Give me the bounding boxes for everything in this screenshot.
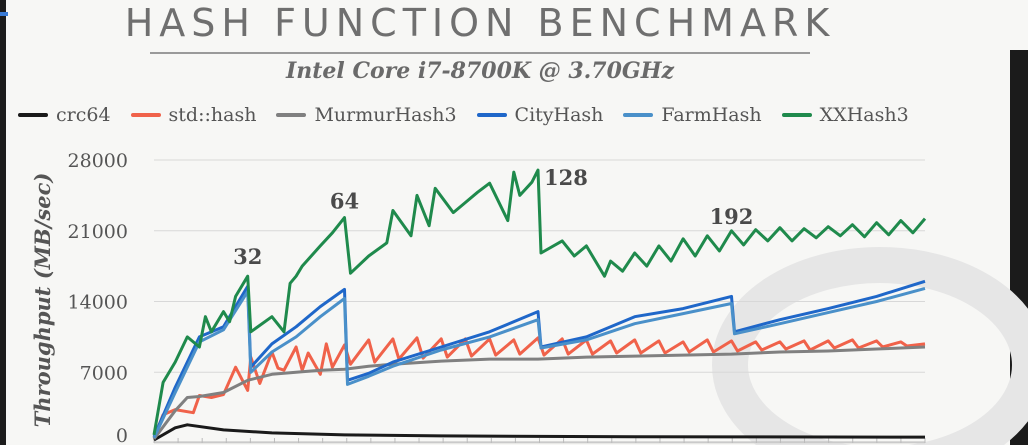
legend-label: MurmurHash3 <box>314 104 457 126</box>
legend-item-xxhash3: XXHash3 <box>781 104 909 126</box>
legend-swatch <box>18 113 48 117</box>
series-lines <box>152 168 927 442</box>
watermark-logo <box>712 247 1028 445</box>
legend-item-std-hash: std::hash <box>130 104 257 126</box>
series-line-std-hash <box>152 336 926 439</box>
series-line-farm <box>152 286 926 439</box>
y-tick-label: 28000 <box>68 150 128 172</box>
legend-swatch <box>476 113 507 117</box>
chart-annotations: 32 64 128 192 <box>233 165 753 269</box>
legend-label: XXHash3 <box>819 104 909 126</box>
legend-label: CityHash <box>514 104 604 126</box>
legend-swatch <box>130 113 161 117</box>
series-line-xxhash <box>152 168 927 436</box>
chart-subtitle: Intel Core i7-8700K @ 3.70GHz <box>285 58 674 84</box>
legend-swatch <box>276 113 307 117</box>
legend-item-cityhash: CityHash <box>476 104 604 126</box>
y-tick-label: 7000 <box>80 362 128 384</box>
annotation-label: 64 <box>330 189 359 214</box>
annotation-label: 32 <box>233 244 262 269</box>
y-tick-label: 21000 <box>68 221 128 243</box>
y-axis-label: Throughput (MB/sec) <box>30 173 55 428</box>
legend-swatch <box>623 113 654 117</box>
legend-label: std::hash <box>168 104 257 126</box>
window-edge <box>0 0 6 445</box>
legend-item-crc64: crc64 <box>18 104 111 126</box>
legend-swatch <box>781 113 812 117</box>
series-line-murmur <box>152 345 926 440</box>
series-line-crc64 <box>153 423 926 442</box>
y-tick-label: 0 <box>116 425 128 445</box>
y-axis-ticks: 0 7000 14000 21000 28000 <box>68 150 128 445</box>
legend-label: FarmHash <box>661 104 762 126</box>
corner-marker <box>0 12 8 16</box>
legend-item-farmhash: FarmHash <box>623 104 762 126</box>
legend-label: crc64 <box>56 104 111 126</box>
y-tick-label: 14000 <box>68 292 128 314</box>
annotation-label: 128 <box>544 165 588 190</box>
chart-legend: crc64 std::hash MurmurHash3 CityHash Far… <box>18 102 929 128</box>
title-divider <box>150 52 810 54</box>
chart-title: HASH FUNCTION BENCHMARK <box>124 1 836 45</box>
annotation-label: 192 <box>710 204 754 229</box>
legend-item-murmurhash3: MurmurHash3 <box>276 104 457 126</box>
